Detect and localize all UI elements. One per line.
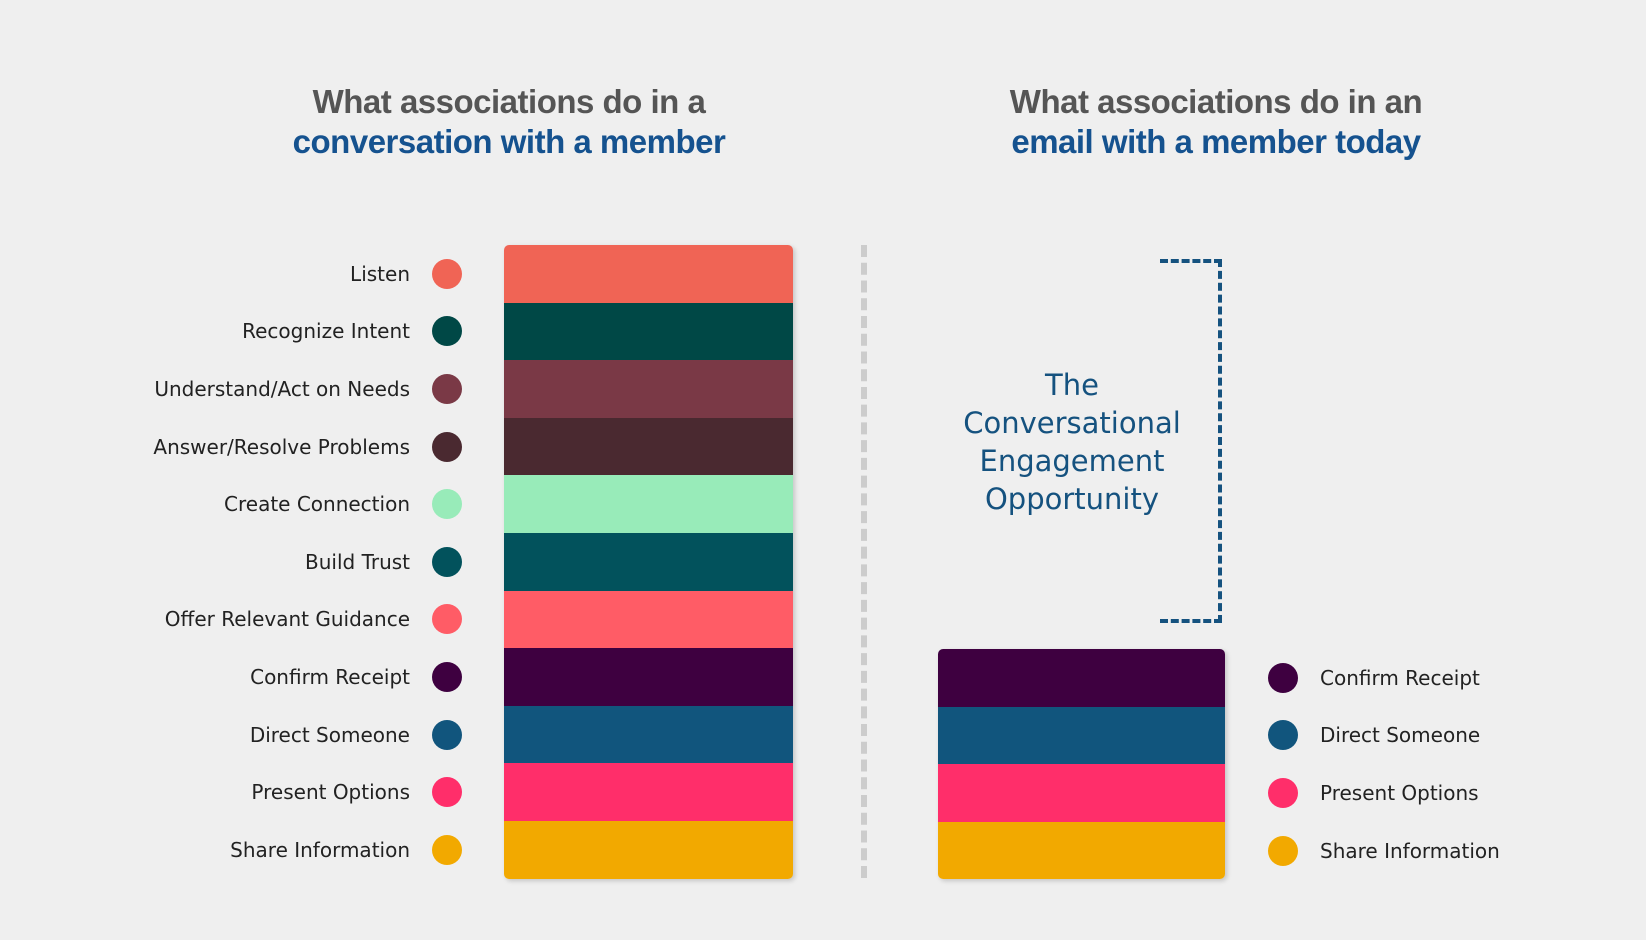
dashed-divider	[861, 245, 867, 878]
legend-label: Create Connection	[224, 492, 410, 517]
email-stacked-bar	[938, 649, 1225, 880]
legend-label: Confirm Receipt	[1320, 665, 1480, 690]
legend-dot-icon	[1268, 778, 1298, 808]
legend-dot-icon	[432, 316, 462, 347]
bar-segment	[504, 590, 793, 649]
legend-dot-icon	[432, 719, 462, 750]
legend-label: Share Information	[1320, 838, 1500, 863]
right-title: What associations do in an email with a …	[866, 82, 1566, 162]
legend-label: Understand/Act on Needs	[154, 377, 410, 401]
bar-segment	[504, 648, 793, 706]
legend-label: Direct Someone	[249, 722, 410, 747]
legend-dot-icon	[432, 546, 462, 577]
opportunity-line: Conversational	[963, 406, 1181, 440]
legend-dot-icon	[432, 604, 462, 635]
legend-dot-icon	[1268, 835, 1298, 866]
left-title-line2: conversation with a member	[292, 123, 726, 160]
legend-label: Share Information	[230, 837, 410, 862]
bar-segment	[504, 245, 793, 303]
bar-segment	[504, 763, 793, 821]
bar-segment	[504, 532, 793, 591]
bar-segment	[504, 360, 793, 418]
opportunity-line: Engagement	[979, 444, 1165, 478]
legend-dot-icon	[432, 834, 462, 865]
bar-segment	[938, 706, 1225, 765]
legend-dot-icon	[1268, 662, 1298, 693]
right-title-line2: email with a member today	[1011, 123, 1421, 160]
legend-dot-icon	[432, 431, 462, 462]
bar-segment	[938, 764, 1225, 822]
opportunity-line: The	[1045, 368, 1099, 402]
bar-segment	[504, 820, 793, 879]
opportunity-line: Opportunity	[984, 482, 1160, 516]
legend-dot-icon	[432, 489, 462, 520]
right-title-line1: What associations do in an	[1009, 83, 1423, 120]
bar-segment	[504, 475, 793, 533]
legend-dot-icon	[432, 258, 462, 289]
bar-segment	[504, 302, 793, 361]
bar-segment	[938, 649, 1225, 707]
legend-label: Direct Someone	[1320, 723, 1481, 748]
legend-label: Answer/Resolve Problems	[153, 434, 410, 459]
conversation-stacked-bar	[504, 245, 793, 879]
bar-segment	[504, 705, 793, 764]
legend-label: Build Trust	[305, 549, 410, 574]
opportunity-bracket	[1160, 259, 1222, 623]
legend-label: Listen	[350, 261, 410, 286]
bar-segment	[504, 417, 793, 476]
legend-dot-icon	[1268, 720, 1298, 751]
legend-label: Confirm Receipt	[250, 665, 410, 689]
legend-label: Present Options	[251, 780, 410, 805]
legend-dot-icon	[432, 374, 462, 404]
left-title: What associations do in a conversation w…	[159, 82, 859, 162]
opportunity-text: The Conversational Engagement Opportunit…	[922, 366, 1222, 518]
legend-label: Recognize Intent	[242, 319, 410, 344]
legend-dot-icon	[432, 777, 462, 808]
legend-label: Present Options	[1320, 781, 1479, 805]
left-title-line1: What associations do in a	[312, 83, 706, 120]
legend-dot-icon	[432, 662, 462, 692]
legend-label: Offer Relevant Guidance	[164, 607, 410, 632]
bar-segment	[938, 821, 1225, 880]
